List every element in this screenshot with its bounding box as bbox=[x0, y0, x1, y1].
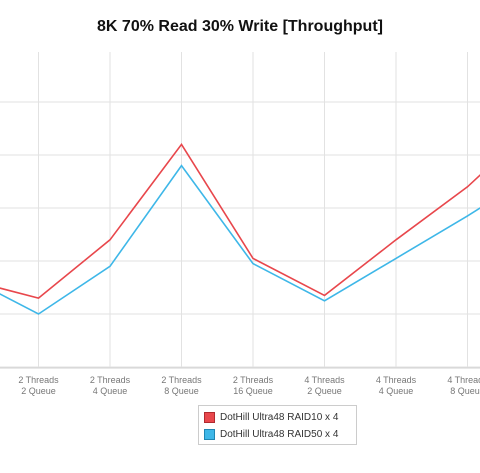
x-tick-label: 2 Threads 16 Queue bbox=[233, 375, 274, 396]
legend-swatch-raid10 bbox=[204, 412, 215, 423]
x-tick-label: 4 Threads 4 Queue bbox=[376, 375, 417, 396]
x-tick-label: 2 Threads 4 Queue bbox=[90, 375, 131, 396]
chart-title: 8K 70% Read 30% Write [Throughput] bbox=[97, 18, 383, 35]
legend-item-raid10[interactable]: DotHill Ultra48 RAID10 x 4 bbox=[204, 409, 356, 426]
x-tick-label: 2 Threads 2 Queue bbox=[18, 375, 59, 396]
legend-swatch-raid50 bbox=[204, 429, 215, 440]
x-tick-label: 4 Threads 2 Queue bbox=[304, 375, 345, 396]
legend-item-raid50[interactable]: DotHill Ultra48 RAID50 x 4 bbox=[204, 426, 356, 443]
series-line-raid50[interactable] bbox=[0, 155, 480, 315]
legend-label-raid50: DotHill Ultra48 RAID50 x 4 bbox=[220, 429, 339, 440]
x-tick-label: 2 Threads 8 Queue bbox=[161, 375, 202, 396]
legend: DotHill Ultra48 RAID10 x 4 DotHill Ultra… bbox=[198, 405, 357, 445]
legend-label-raid10: DotHill Ultra48 RAID10 x 4 bbox=[220, 412, 339, 423]
series-lines bbox=[0, 91, 480, 315]
series-line-raid10[interactable] bbox=[0, 91, 480, 299]
grid-lines bbox=[0, 52, 480, 369]
